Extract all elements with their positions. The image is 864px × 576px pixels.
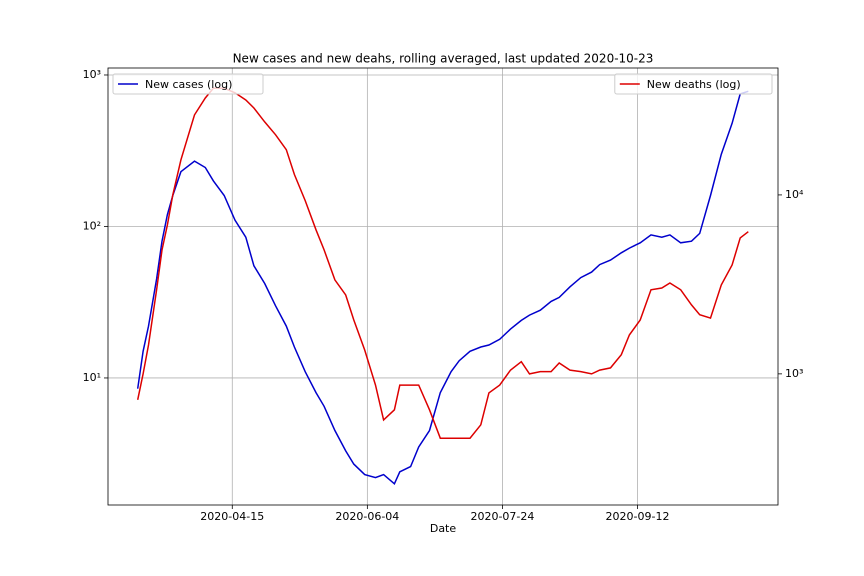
chart-title: New cases and new deahs, rolling average…: [233, 52, 654, 66]
x-tick-label: 2020-09-12: [606, 510, 670, 523]
y2-tick-label: 10⁴: [785, 188, 804, 201]
data-line: [136, 87, 749, 439]
y2-tick-label: 10³: [785, 367, 803, 380]
x-axis-label: Date: [430, 522, 457, 535]
x-tick-label: 2020-04-15: [200, 510, 264, 523]
x-tick-label: 2020-06-04: [335, 510, 399, 523]
legend-label: New deaths (log): [647, 78, 741, 91]
legend-box: [112, 73, 264, 95]
legend-box: [614, 73, 773, 95]
y-tick-label: 10¹: [83, 371, 101, 384]
plot-frame: [107, 67, 779, 506]
data-line: [136, 90, 749, 486]
y-tick-label: 10²: [83, 219, 101, 232]
x-tick-label: 2020-07-24: [470, 510, 534, 523]
y-tick-label: 10³: [83, 68, 101, 81]
legend-label: New cases (log): [145, 78, 232, 91]
